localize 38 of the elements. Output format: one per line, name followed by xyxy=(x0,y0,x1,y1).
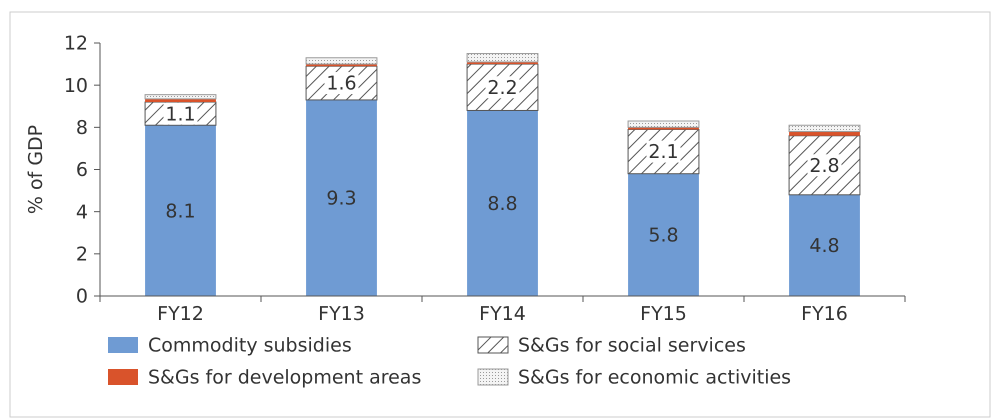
x-tick-label: FY14 xyxy=(479,303,526,325)
x-tick-label: FY16 xyxy=(801,303,848,325)
y-axis-title: % of GDP xyxy=(25,124,47,214)
bar xyxy=(628,174,699,296)
data-label: 2.2 xyxy=(487,76,518,99)
legend-label: S&Gs for development areas xyxy=(148,366,422,389)
data-label: 8.8 xyxy=(487,192,518,215)
legend-label: S&Gs for social services xyxy=(518,334,746,357)
data-label: 2.1 xyxy=(648,141,679,164)
data-label: 1.6 xyxy=(326,72,357,95)
bar xyxy=(466,53,538,62)
legend-label: Commodity subsidies xyxy=(148,334,352,357)
y-tick-label: 12 xyxy=(64,32,88,55)
data-label: 5.8 xyxy=(648,224,679,247)
x-tick-label: FY13 xyxy=(318,303,365,325)
bar xyxy=(789,194,860,296)
y-tick-label: 10 xyxy=(64,74,88,97)
bar xyxy=(628,120,700,128)
bar xyxy=(467,110,538,296)
x-tick-label: FY15 xyxy=(640,303,687,325)
x-tick-label: FY12 xyxy=(157,303,204,325)
legend-label: S&Gs for economic activities xyxy=(518,366,792,389)
data-label: 2.8 xyxy=(809,154,840,177)
bar xyxy=(306,100,377,296)
y-tick-label: 2 xyxy=(76,243,88,266)
y-tick-label: 4 xyxy=(76,201,88,224)
data-label: 9.3 xyxy=(326,188,357,210)
data-label: 8.1 xyxy=(165,200,196,222)
y-tick-label: 6 xyxy=(76,159,88,182)
data-label: 4.8 xyxy=(809,235,840,258)
bar xyxy=(789,132,860,136)
bar xyxy=(306,57,378,65)
bar xyxy=(144,94,216,100)
y-tick-label: 8 xyxy=(76,116,88,139)
bar xyxy=(788,124,860,132)
data-label: 1.1 xyxy=(165,103,196,126)
y-tick-label: 0 xyxy=(76,286,88,308)
bar xyxy=(145,125,216,296)
